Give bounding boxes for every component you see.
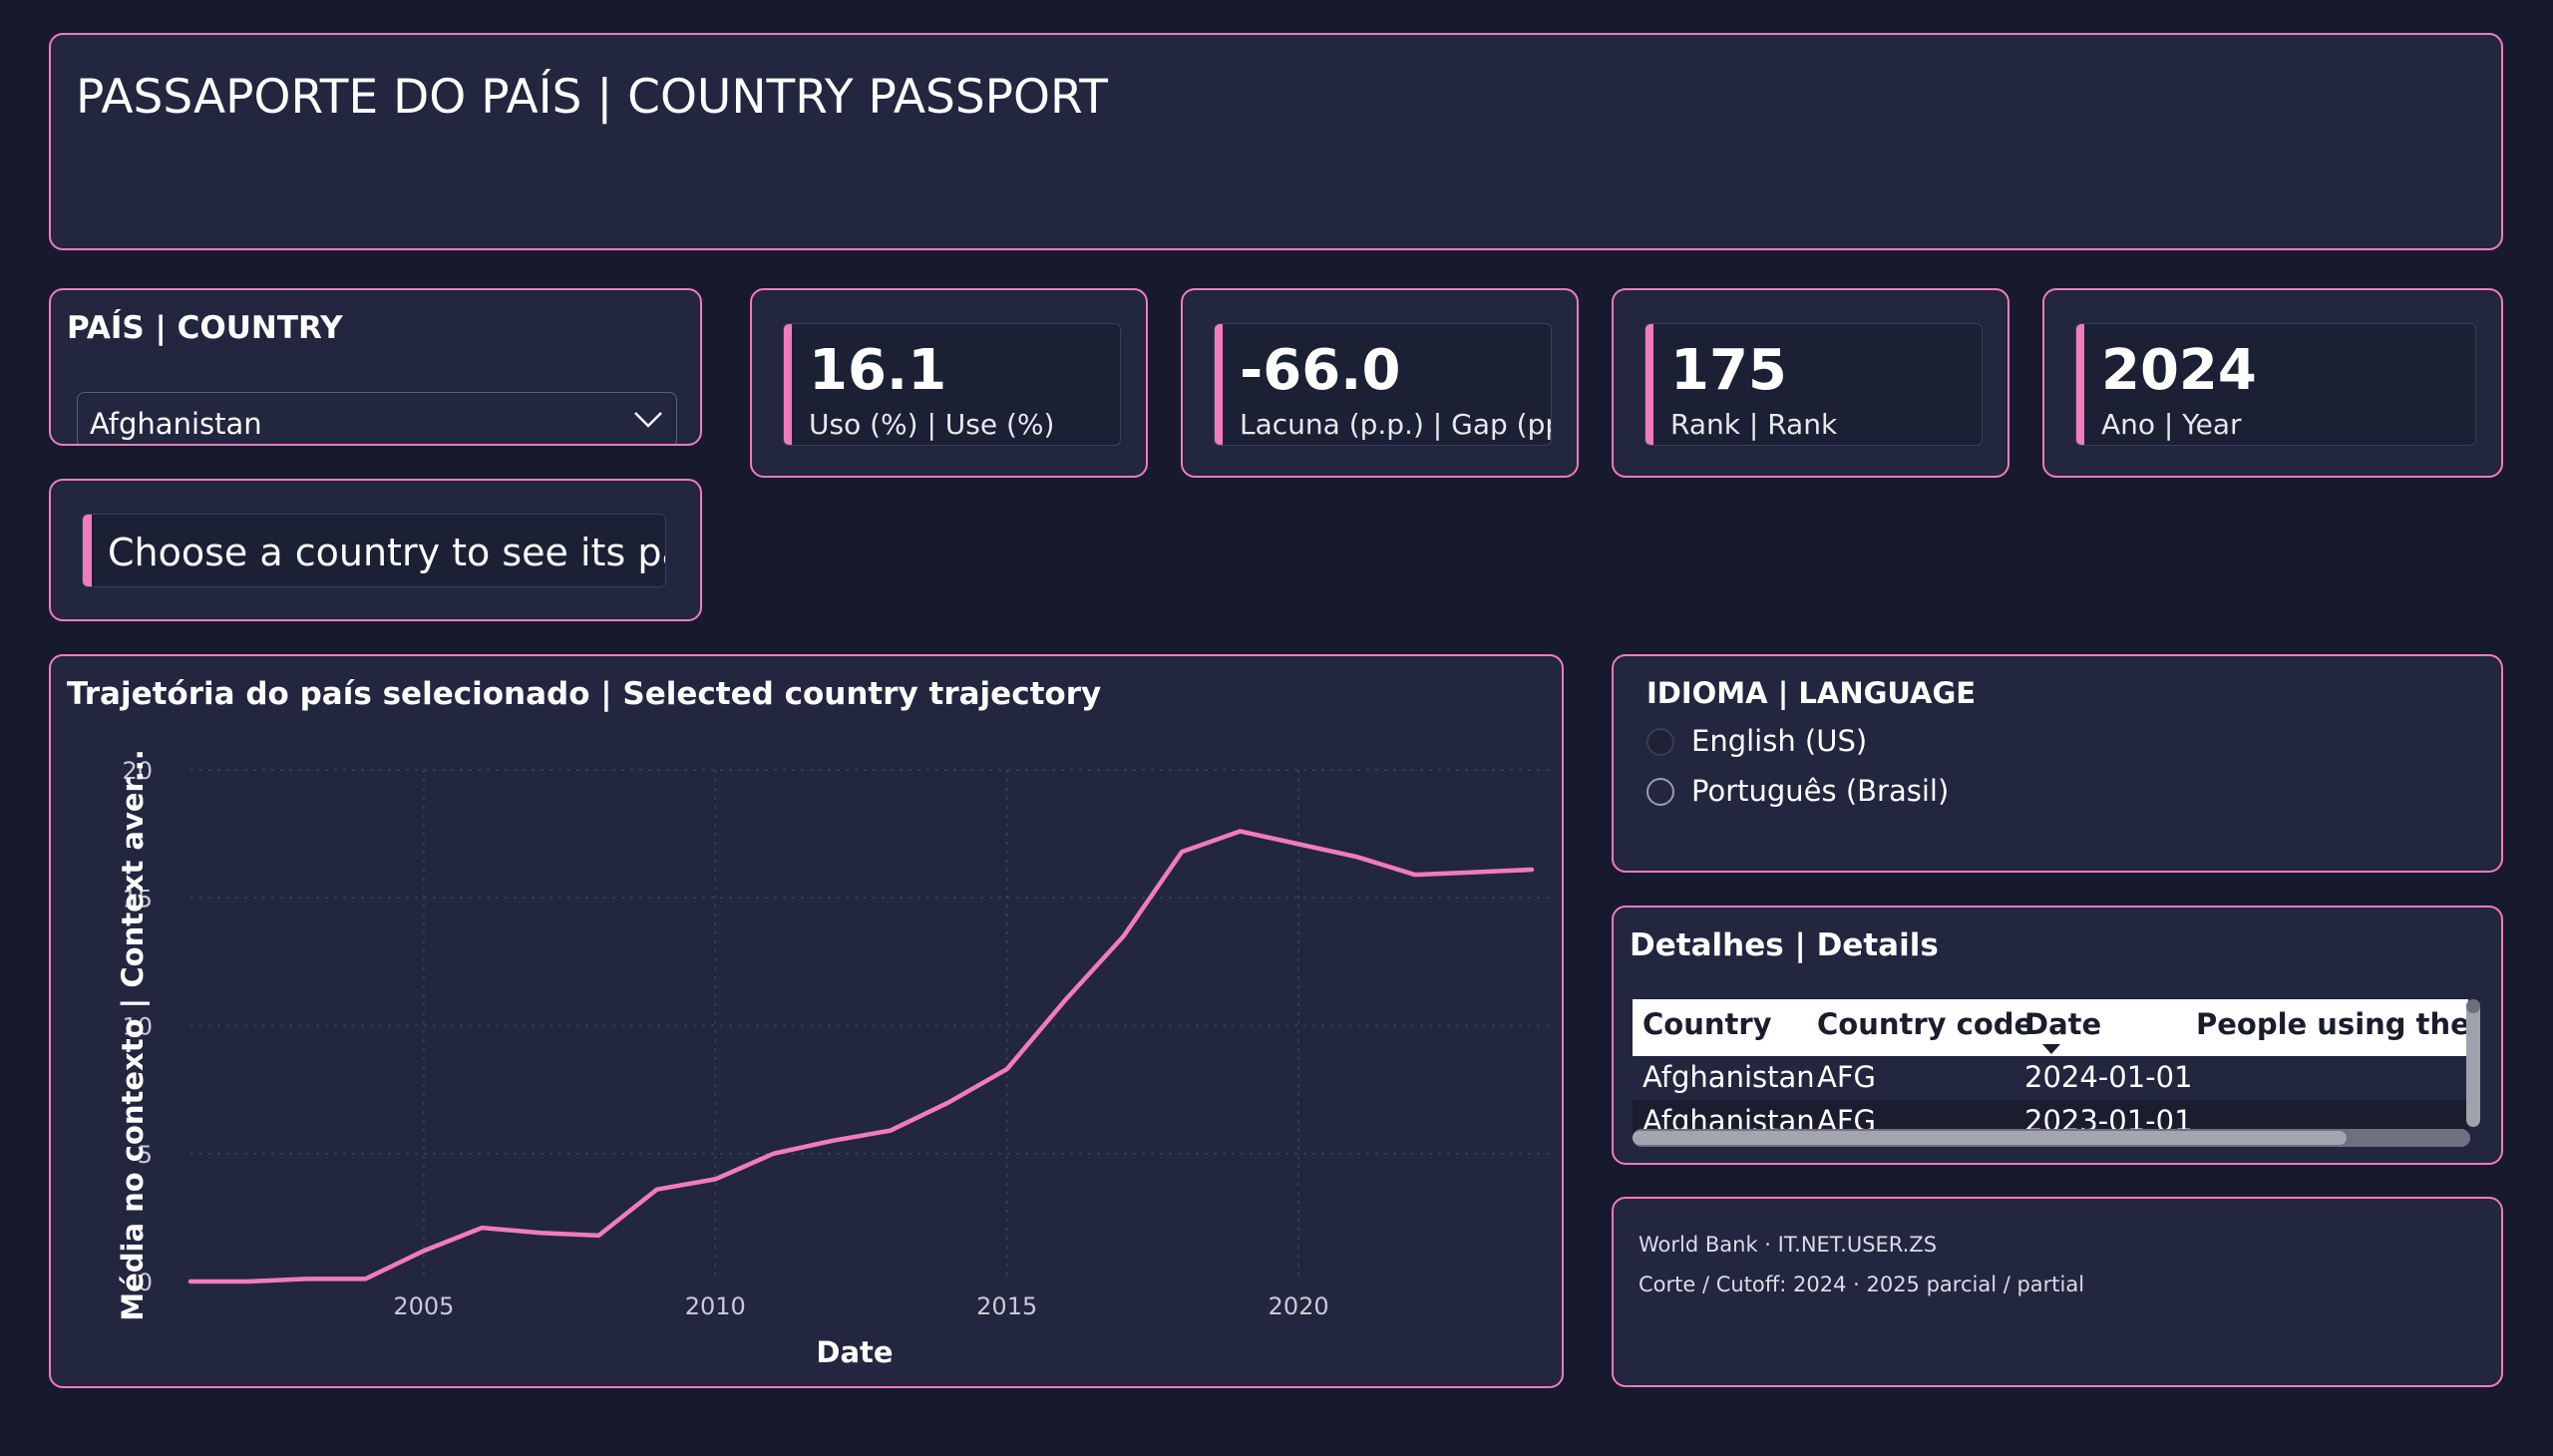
table-row[interactable]: Afghanistan AFG 2024-01-01: [1633, 1056, 2468, 1100]
cell-country: Afghanistan: [1642, 1060, 1815, 1094]
language-slicer: IDIOMA | LANGUAGE English (US) Português…: [1612, 654, 2503, 873]
details-table: Country Country code Date People using t…: [1633, 999, 2468, 1139]
hint-card: Choose a country to see its pa: [49, 479, 702, 621]
x-tick-label: 2005: [393, 1292, 454, 1320]
y-tick-label: 20: [122, 757, 153, 785]
y-axis-title: Média no contexto | Context aver...: [116, 749, 150, 1321]
kpi-box: 16.1 Uso (%) | Use (%): [783, 323, 1121, 446]
kpi-box: -66.0 Lacuna (p.p.) | Gap (pp: [1214, 323, 1552, 446]
series-line: [187, 829, 1535, 1284]
country-dropdown-value: Afghanistan: [90, 407, 262, 441]
cell-date: 2024-01-01: [2024, 1060, 2193, 1094]
radio-button[interactable]: [1646, 778, 1674, 806]
kpi-value: 16.1: [809, 338, 947, 403]
kpi-accent-bar: [784, 324, 792, 445]
kpi-box: 175 Rank | Rank: [1644, 323, 1983, 446]
kpi-card-use: 16.1 Uso (%) | Use (%): [750, 288, 1148, 478]
x-axis-title: Date: [816, 1335, 893, 1369]
kpi-accent-bar: [1645, 324, 1653, 445]
country-slicer-heading: PAÍS | COUNTRY: [67, 310, 343, 346]
x-tick-label: 2010: [685, 1292, 746, 1320]
cell-country-code: AFG: [1817, 1060, 1876, 1094]
cutoff-line: Corte / Cutoff: 2024 · 2025 parcial / pa…: [1639, 1273, 2085, 1296]
horizontal-scrollbar[interactable]: [1633, 1129, 2470, 1147]
radio-button-selected[interactable]: [1646, 728, 1674, 756]
kpi-label: Ano | Year: [2101, 408, 2242, 441]
y-tick-label: 0: [138, 1269, 153, 1296]
hint-text: Choose a country to see its pa: [108, 531, 666, 574]
kpi-value: -66.0: [1240, 338, 1401, 403]
y-tick-label: 10: [122, 1013, 153, 1041]
kpi-label: Uso (%) | Use (%): [809, 408, 1055, 441]
y-tick-label: 15: [122, 885, 153, 912]
kpi-accent-bar: [2076, 324, 2084, 445]
page-title: PASSAPORTE DO PAÍS | COUNTRY PASSPORT: [76, 70, 1108, 125]
kpi-card-year: 2024 Ano | Year: [2042, 288, 2503, 478]
details-card: Detalhes | Details Country Country code …: [1612, 906, 2503, 1165]
country-dropdown[interactable]: Afghanistan: [77, 392, 677, 444]
hint-accent-bar: [83, 515, 92, 586]
column-header-date[interactable]: Date: [2024, 1007, 2102, 1041]
kpi-label: Lacuna (p.p.) | Gap (pp: [1240, 408, 1552, 441]
column-header-country-code[interactable]: Country code: [1817, 1007, 2034, 1041]
kpi-value: 2024: [2101, 338, 2257, 403]
country-slicer: PAÍS | COUNTRY Afghanistan: [49, 288, 702, 446]
kpi-card-gap: -66.0 Lacuna (p.p.) | Gap (pp: [1181, 288, 1579, 478]
x-tick-label: 2020: [1269, 1292, 1329, 1320]
language-option-label: Português (Brasil): [1691, 774, 1950, 808]
trajectory-chart-card: 0 5 10 15 20 2005 2010 2015 2020 Date Média no con…: [49, 654, 1564, 1388]
kpi-box: 2024 Ano | Year: [2075, 323, 2476, 446]
vertical-scrollbar[interactable]: [2466, 999, 2480, 1127]
scroll-up-icon[interactable]: [2466, 999, 2480, 1013]
table-header: Country Country code Date People using t…: [1633, 999, 2468, 1056]
column-header-people-using-internet[interactable]: People using the int: [2196, 1007, 2468, 1041]
chart-title: Trajetória do país selecionado | Selecte…: [67, 676, 1102, 712]
source-card: World Bank · IT.NET.USER.ZS Corte / Cuto…: [1612, 1197, 2503, 1387]
kpi-accent-bar: [1215, 324, 1223, 445]
source-line: World Bank · IT.NET.USER.ZS: [1639, 1233, 1938, 1257]
hint-box: Choose a country to see its pa: [82, 514, 666, 587]
language-option-label: English (US): [1691, 724, 1868, 758]
sort-descending-icon: [2042, 1044, 2060, 1054]
details-heading: Detalhes | Details: [1630, 927, 1939, 963]
kpi-card-rank: 175 Rank | Rank: [1612, 288, 2009, 478]
kpi-value: 175: [1670, 338, 1787, 403]
language-heading: IDIOMA | LANGUAGE: [1646, 676, 1977, 710]
trajectory-line-chart[interactable]: 0 5 10 15 20 2005 2010 2015 2020 Date Média no con…: [51, 656, 1564, 1388]
kpi-label: Rank | Rank: [1670, 408, 1838, 441]
column-header-country[interactable]: Country: [1642, 1007, 1772, 1041]
y-tick-label: 5: [138, 1141, 153, 1169]
horizontal-scrollbar-thumb[interactable]: [1633, 1131, 2347, 1145]
chevron-down-icon: [634, 412, 662, 428]
x-tick-label: 2015: [976, 1292, 1037, 1320]
title-card: PASSAPORTE DO PAÍS | COUNTRY PASSPORT: [49, 33, 2503, 250]
